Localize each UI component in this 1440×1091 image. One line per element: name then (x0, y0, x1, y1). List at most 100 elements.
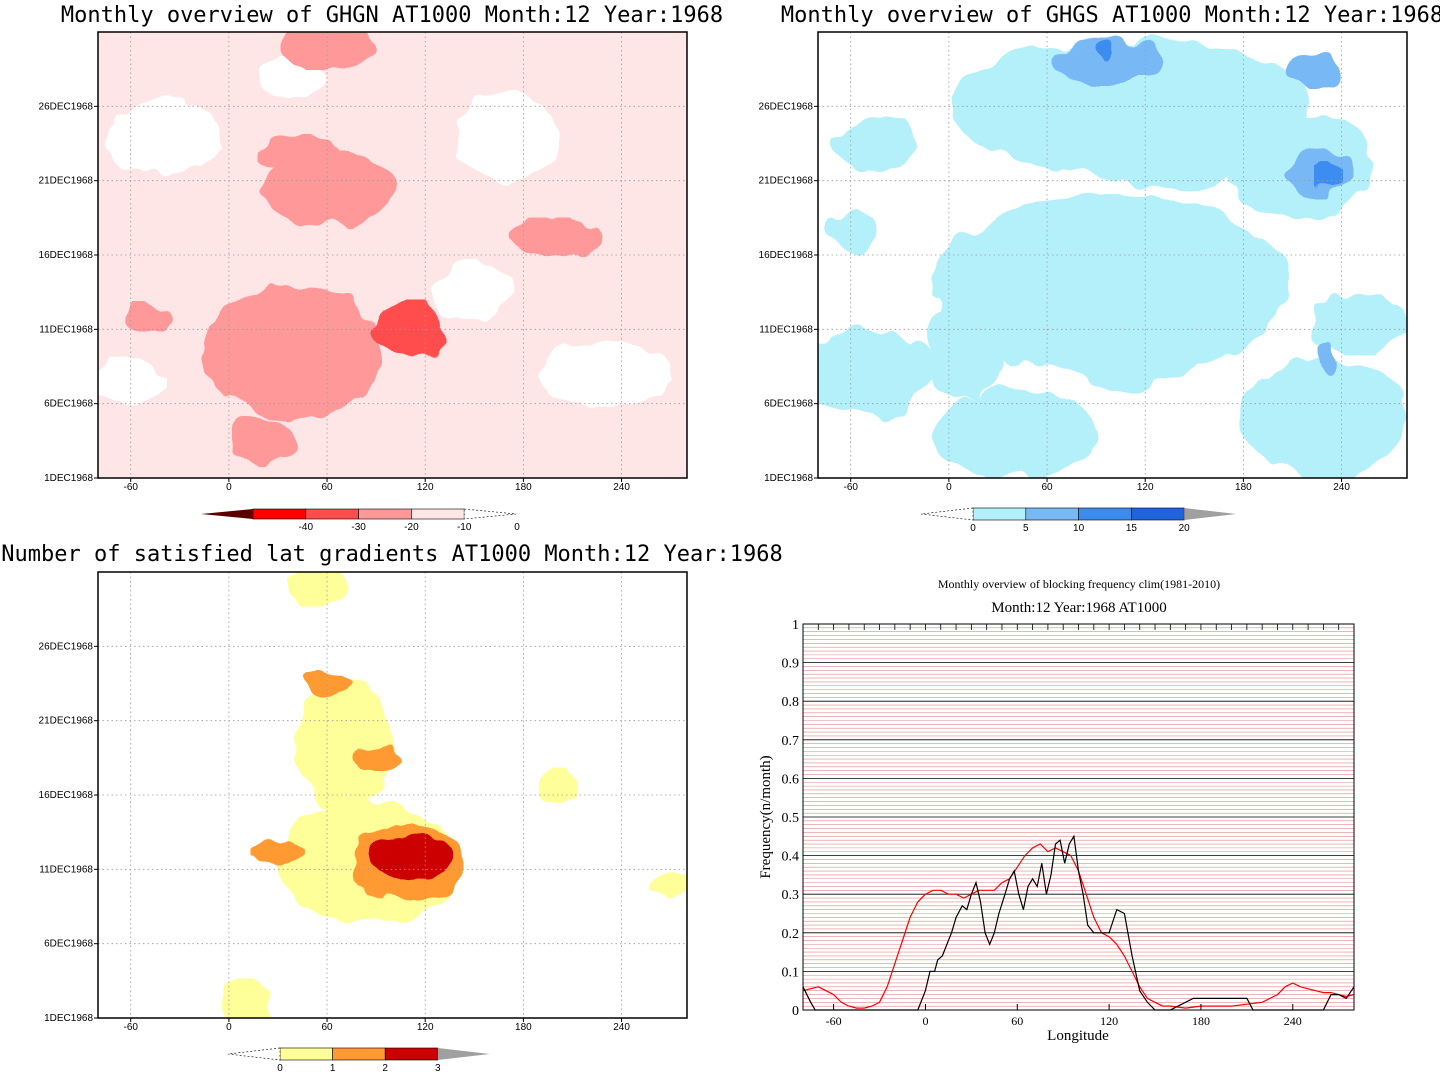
y-tick-label: 16DEC1968 (759, 250, 814, 261)
colorbar-label: 3 (435, 1063, 441, 1074)
colorbar-swatch (1078, 507, 1132, 521)
panel-ghgn-y-ticks: 1DEC1968 6DEC1968 11DEC1968 16DEC1968 21DEC1… (39, 101, 98, 484)
contour-blob-level-1 (507, 219, 606, 255)
colorbar-label: 2 (382, 1063, 388, 1074)
panel-lat-gradients-colorbar: 0 1 2 3 (227, 1047, 490, 1074)
contour-blob-level-3 (1315, 162, 1342, 193)
colorbar-swatch (332, 1047, 386, 1061)
panel-ghgs-colorbar: 0 5 10 15 20 (920, 507, 1237, 534)
y-tick-label: 1DEC1968 (44, 1013, 93, 1024)
panel-ghgn: Monthly overview of GHGN AT1000 Month:12… (39, 3, 724, 533)
colorbar-label: -20 (404, 522, 419, 533)
colorbar-label: 15 (1126, 523, 1138, 534)
panel-ghgn-contours (98, 32, 671, 465)
colorbar-swatch (305, 508, 359, 520)
x-tick-label: 120 (1100, 1014, 1118, 1028)
y-tick-label: 0.2 (782, 927, 800, 942)
contour-blob-level-1 (228, 417, 295, 465)
panel-lat-gradients-title: Number of satisfied lat gradients AT1000… (1, 542, 782, 567)
contour-blob-level-2 (253, 836, 303, 867)
panel-blocking-series (802, 834, 1355, 1011)
contour-blob-level-1 (261, 136, 344, 172)
colorbar-high-arrow (1184, 508, 1237, 520)
x-tick-label: 60 (321, 1022, 333, 1033)
x-tick-label: -60 (123, 482, 138, 493)
colorbar-swatch (1131, 507, 1185, 521)
x-tick-label: 180 (1192, 1014, 1210, 1028)
panel-ghgn-x-ticks: -60 0 60 120 180 240 (123, 478, 630, 493)
panel-blocking-frame (802, 623, 1355, 1011)
y-tick-label: 0.1 (782, 965, 800, 980)
contour-blob-level-2 (1318, 341, 1339, 377)
colorbar-high-arrow (463, 508, 517, 520)
y-tick-label: 21DEC1968 (39, 176, 94, 187)
y-tick-label: 6DEC1968 (764, 399, 813, 410)
y-tick-label: 0 (792, 1004, 799, 1019)
y-tick-label: 1DEC1968 (44, 473, 93, 484)
y-tick-label: 1DEC1968 (764, 473, 813, 484)
y-tick-label: 26DEC1968 (39, 641, 94, 652)
contour-blob-level-1 (204, 284, 385, 419)
y-tick-label: 26DEC1968 (39, 101, 94, 112)
contour-blob-level-2 (302, 668, 352, 699)
y-tick-label: 11DEC1968 (39, 864, 93, 875)
y-tick-label: 0.5 (782, 811, 800, 826)
x-tick-label: 240 (1284, 1014, 1302, 1028)
contour-blob-level-1 (826, 208, 876, 257)
x-tick-label: 240 (613, 482, 630, 493)
contour-blob-level-2 (351, 745, 401, 770)
panel-blocking-title: Monthly overview of blocking frequency c… (938, 577, 1220, 591)
x-tick-label: 0 (226, 482, 232, 493)
colorbar-high-arrow (437, 1048, 490, 1060)
panel-lat-gradients-y-ticks: 1DEC1968 6DEC1968 11DEC1968 16DEC1968 21DEC1… (39, 641, 98, 1024)
panel-blocking-xlabel: Longitude (1047, 1028, 1109, 1044)
contour-blob-level-3 (1094, 40, 1115, 65)
contour-gap (98, 359, 164, 404)
contour-gap (106, 98, 221, 174)
colorbar-label: 1 (330, 1063, 336, 1074)
contour-field (932, 388, 1097, 478)
panel-ghgs-contours (818, 37, 1407, 478)
panel-ghgs-x-ticks: -60 0 60 120 180 240 (843, 478, 1350, 493)
colorbar-swatch (411, 508, 465, 520)
panel-ghgs-title: Monthly overview of GHGS AT1000 Month:12… (781, 3, 1440, 28)
x-tick-label: 240 (613, 1022, 630, 1033)
y-tick-label: 16DEC1968 (39, 250, 94, 261)
contour-blob-level-1 (294, 676, 393, 810)
x-tick-label: 180 (1235, 482, 1252, 493)
y-tick-label: 0.7 (782, 734, 800, 749)
panel-ghgs: Monthly overview of GHGS AT1000 Month:12… (759, 3, 1440, 534)
y-tick-label: 0.3 (782, 888, 800, 903)
x-tick-label: -60 (123, 1022, 138, 1033)
x-tick-label: -60 (843, 482, 858, 493)
x-tick-label: 240 (1333, 482, 1350, 493)
panel-ghgn-title: Monthly overview of GHGN AT1000 Month:12… (61, 3, 723, 28)
panel-blocking-y-ticks: 0 0.1 0.2 0.3 0.4 0.5 0.6 0.7 0.8 0.9 1 (782, 618, 800, 1019)
colorbar-swatch (384, 1047, 439, 1061)
y-tick-label: 0.4 (782, 850, 800, 865)
colorbar-swatch (972, 507, 1027, 521)
colorbar-label: 20 (1179, 523, 1191, 534)
y-tick-label: 11DEC1968 (759, 324, 813, 335)
x-tick-label: 180 (515, 1022, 532, 1033)
contour-blob-level-1 (277, 32, 377, 68)
y-tick-label: 0.8 (782, 695, 800, 710)
colorbar-low-arrow (920, 507, 974, 521)
panel-lat-gradients-x-ticks: -60 0 60 120 180 240 (123, 1018, 630, 1033)
contour-field (818, 329, 933, 419)
y-tick-label: 16DEC1968 (39, 790, 94, 801)
colorbar-label: -10 (457, 522, 472, 533)
contour-field (1243, 359, 1407, 478)
contour-field (932, 195, 1293, 374)
x-tick-label: 180 (515, 482, 532, 493)
contour-gap (539, 341, 671, 407)
y-tick-label: 1 (792, 618, 799, 633)
colorbar-label: 0 (970, 523, 976, 534)
contour-gap (457, 91, 557, 181)
colorbar-label: -40 (299, 522, 314, 533)
colorbar-swatch (358, 508, 412, 520)
panel-blocking-subtitle: Month:12 Year:1968 AT1000 (991, 600, 1166, 616)
x-tick-label: 0 (922, 1014, 928, 1028)
y-tick-label: 21DEC1968 (759, 176, 814, 187)
